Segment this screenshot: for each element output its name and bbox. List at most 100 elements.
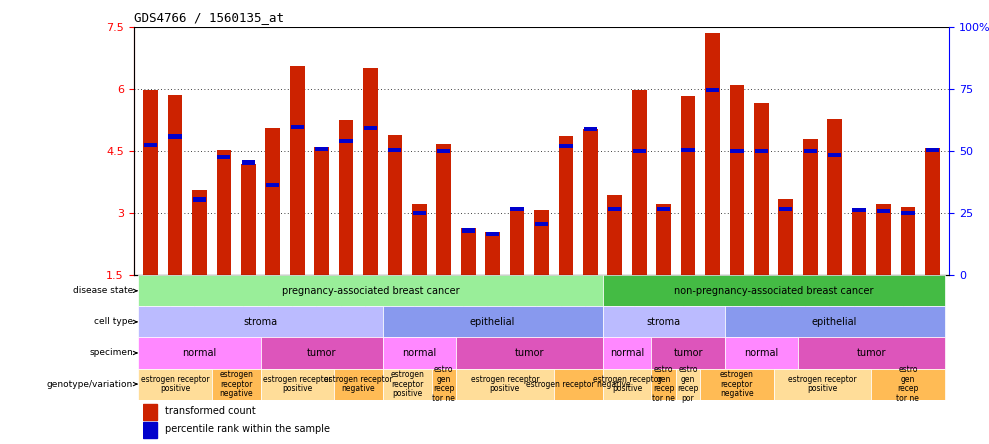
Text: transformed count: transformed count	[165, 406, 256, 416]
Bar	[755, 149, 767, 153]
Text: tumor: tumor	[674, 348, 703, 358]
Bar	[754, 103, 768, 275]
Bar	[926, 148, 939, 152]
Bar	[266, 183, 279, 187]
Text: estrogen receptor negative: estrogen receptor negative	[526, 380, 630, 388]
Text: estrogen receptor
positive: estrogen receptor positive	[263, 375, 331, 393]
Text: estrogen receptor
positive: estrogen receptor positive	[140, 375, 210, 393]
Text: tumor: tumor	[514, 348, 544, 358]
Text: estro
gen
recep
tor ne: estro gen recep tor ne	[432, 365, 455, 403]
Text: estrogen receptor
positive: estrogen receptor positive	[592, 375, 662, 393]
Bar	[143, 90, 158, 275]
Text: tumor: tumor	[307, 348, 336, 358]
Bar	[652, 369, 675, 400]
Text: estro
gen
recep
tor ne: estro gen recep tor ne	[652, 365, 675, 403]
Bar	[876, 204, 891, 275]
Text: GDS4766 / 1560135_at: GDS4766 / 1560135_at	[134, 11, 284, 24]
Bar	[681, 148, 694, 152]
Text: estrogen receptor
positive: estrogen receptor positive	[788, 375, 856, 393]
Bar	[456, 337, 602, 369]
Text: disease state: disease state	[73, 286, 134, 295]
Bar	[901, 211, 915, 215]
Text: normal: normal	[403, 348, 436, 358]
Bar	[700, 369, 773, 400]
Text: estro
gen
recep
por: estro gen recep por	[677, 365, 699, 403]
Bar	[730, 86, 745, 275]
Bar	[241, 160, 255, 165]
Bar	[534, 210, 549, 275]
Bar	[217, 150, 231, 275]
Text: estrogen
receptor
negative: estrogen receptor negative	[720, 370, 754, 398]
Bar	[291, 125, 304, 129]
Bar	[632, 90, 647, 275]
Bar	[657, 207, 671, 211]
Bar	[334, 369, 383, 400]
Bar	[602, 369, 652, 400]
Bar	[138, 369, 212, 400]
Bar	[436, 144, 451, 275]
Bar	[602, 306, 725, 337]
Bar	[706, 88, 719, 92]
Text: normal: normal	[182, 348, 217, 358]
Bar	[798, 337, 944, 369]
Bar	[383, 369, 431, 400]
Text: percentile rank within the sample: percentile rank within the sample	[165, 424, 330, 434]
Bar	[657, 204, 671, 275]
Bar	[554, 369, 602, 400]
Bar	[364, 126, 377, 130]
Bar	[389, 148, 402, 152]
Text: normal: normal	[610, 348, 644, 358]
Bar	[773, 369, 871, 400]
Bar	[602, 275, 944, 306]
Text: stroma: stroma	[647, 317, 680, 327]
Text: cell type: cell type	[94, 317, 134, 326]
Bar	[510, 207, 523, 211]
Bar	[725, 337, 798, 369]
Bar	[437, 149, 450, 153]
Bar	[877, 209, 890, 213]
Bar	[925, 148, 940, 275]
Text: non-pregnancy-associated breast cancer: non-pregnancy-associated breast cancer	[674, 286, 873, 296]
Bar	[559, 135, 574, 275]
Bar	[486, 232, 499, 236]
Bar	[212, 369, 260, 400]
Bar	[705, 33, 720, 275]
Bar	[383, 337, 456, 369]
Bar	[608, 207, 621, 211]
Bar	[168, 135, 182, 139]
Bar	[730, 149, 744, 153]
Bar	[193, 198, 206, 202]
Text: estro
gen
recep
tor ne: estro gen recep tor ne	[896, 365, 920, 403]
Bar	[584, 127, 597, 131]
Bar	[144, 143, 157, 147]
Bar	[602, 337, 652, 369]
Bar	[138, 337, 260, 369]
Bar	[168, 95, 182, 275]
Text: normal: normal	[744, 348, 778, 358]
Text: estrogen
receptor
negative: estrogen receptor negative	[220, 370, 253, 398]
Bar	[383, 306, 602, 337]
Bar	[431, 369, 456, 400]
Bar	[143, 404, 157, 420]
Text: estrogen receptor
positive: estrogen receptor positive	[471, 375, 539, 393]
Bar	[339, 139, 353, 143]
Bar	[363, 68, 378, 275]
Bar	[803, 139, 818, 275]
Bar	[852, 208, 866, 275]
Bar	[338, 120, 353, 275]
Bar	[412, 204, 426, 275]
Bar	[192, 190, 207, 275]
Text: epithelial: epithelial	[812, 317, 857, 327]
Bar	[260, 337, 383, 369]
Text: pregnancy-associated breast cancer: pregnancy-associated breast cancer	[282, 286, 459, 296]
Text: genotype/variation: genotype/variation	[46, 380, 134, 388]
Bar	[853, 208, 865, 212]
Bar	[265, 128, 280, 275]
Bar	[456, 369, 554, 400]
Bar	[138, 275, 602, 306]
Text: estrogen
receptor
positive: estrogen receptor positive	[391, 370, 424, 398]
Bar	[607, 195, 622, 275]
Bar	[675, 369, 700, 400]
Bar	[143, 422, 157, 438]
Bar	[241, 164, 256, 275]
